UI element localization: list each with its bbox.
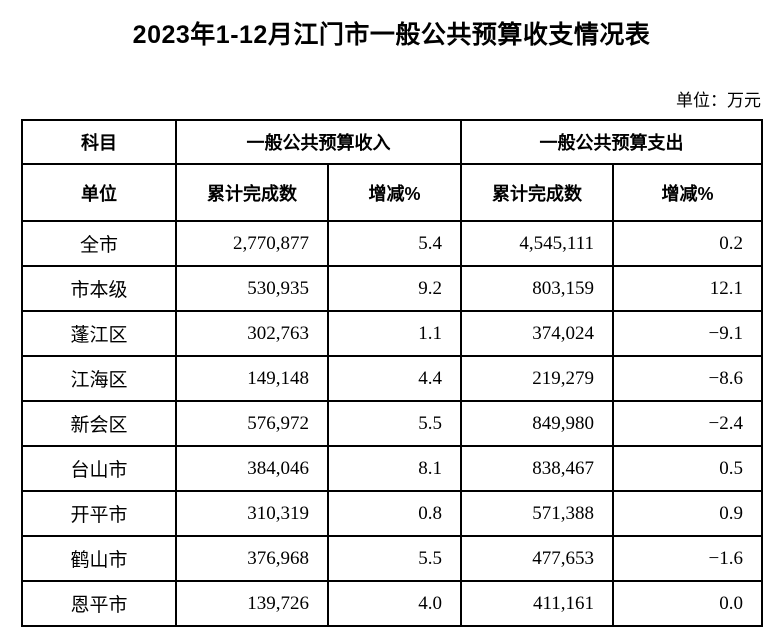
expenditure-total-cell: 374,024 xyxy=(460,310,614,357)
income-change-cell: 0.8 xyxy=(327,490,462,537)
table-row: 全市 2,770,877 5.4 4,545,111 0.2 xyxy=(21,220,763,267)
expenditure-total-cell: 219,279 xyxy=(460,355,614,402)
header-income-group: 一般公共预算收入 xyxy=(175,119,462,165)
header-expenditure-total: 累计完成数 xyxy=(460,163,614,222)
table-row: 鹤山市 376,968 5.5 477,653 −1.6 xyxy=(21,535,763,582)
table-row: 市本级 530,935 9.2 803,159 12.1 xyxy=(21,265,763,312)
unit-cell: 江海区 xyxy=(21,355,177,402)
page-title: 2023年1-12月江门市一般公共预算收支情况表 xyxy=(132,21,651,49)
expenditure-change-cell: −8.6 xyxy=(612,355,763,402)
unit-cell: 鹤山市 xyxy=(21,535,177,582)
income-total-cell: 530,935 xyxy=(175,265,329,312)
income-change-cell: 9.2 xyxy=(327,265,462,312)
income-change-cell: 4.0 xyxy=(327,580,462,627)
unit-cell: 恩平市 xyxy=(21,580,177,627)
unit-note: 单位：万元 xyxy=(676,91,761,110)
income-change-cell: 1.1 xyxy=(327,310,462,357)
expenditure-total-cell: 849,980 xyxy=(460,400,614,447)
table-row: 台山市 384,046 8.1 838,467 0.5 xyxy=(21,445,763,492)
expenditure-change-cell: 0.5 xyxy=(612,445,763,492)
income-total-cell: 2,770,877 xyxy=(175,220,329,267)
table-row: 恩平市 139,726 4.0 411,161 0.0 xyxy=(21,580,763,627)
income-change-cell: 5.5 xyxy=(327,535,462,582)
expenditure-change-cell: −2.4 xyxy=(612,400,763,447)
header-subject: 科目 xyxy=(21,119,177,165)
income-total-cell: 139,726 xyxy=(175,580,329,627)
income-change-cell: 8.1 xyxy=(327,445,462,492)
unit-cell: 市本级 xyxy=(21,265,177,312)
income-total-cell: 310,319 xyxy=(175,490,329,537)
unit-cell: 开平市 xyxy=(21,490,177,537)
expenditure-change-cell: −9.1 xyxy=(612,310,763,357)
income-change-cell: 5.5 xyxy=(327,400,462,447)
income-change-cell: 5.4 xyxy=(327,220,462,267)
income-total-cell: 376,968 xyxy=(175,535,329,582)
expenditure-total-cell: 803,159 xyxy=(460,265,614,312)
expenditure-total-cell: 838,467 xyxy=(460,445,614,492)
table-row: 新会区 576,972 5.5 849,980 −2.4 xyxy=(21,400,763,447)
header-income-total: 累计完成数 xyxy=(175,163,329,222)
income-total-cell: 302,763 xyxy=(175,310,329,357)
income-total-cell: 149,148 xyxy=(175,355,329,402)
expenditure-total-cell: 411,161 xyxy=(460,580,614,627)
expenditure-total-cell: 4,545,111 xyxy=(460,220,614,267)
table-row: 蓬江区 302,763 1.1 374,024 −9.1 xyxy=(21,310,763,357)
income-total-cell: 384,046 xyxy=(175,445,329,492)
table-sub-header-row: 单位 累计完成数 增减% 累计完成数 增减% xyxy=(21,163,763,222)
table-row: 江海区 149,148 4.4 219,279 −8.6 xyxy=(21,355,763,402)
expenditure-total-cell: 477,653 xyxy=(460,535,614,582)
unit-cell: 全市 xyxy=(21,220,177,267)
unit-cell: 台山市 xyxy=(21,445,177,492)
unit-cell: 蓬江区 xyxy=(21,310,177,357)
header-expenditure-change: 增减% xyxy=(612,163,763,222)
budget-table: 科目 一般公共预算收入 一般公共预算支出 单位 累计完成数 增减% 累计完成数 … xyxy=(21,119,763,627)
expenditure-change-cell: 0.2 xyxy=(612,220,763,267)
header-unit: 单位 xyxy=(21,163,177,222)
header-income-change: 增减% xyxy=(327,163,462,222)
header-expenditure-group: 一般公共预算支出 xyxy=(460,119,763,165)
unit-cell: 新会区 xyxy=(21,400,177,447)
expenditure-change-cell: 0.0 xyxy=(612,580,763,627)
expenditure-change-cell: 12.1 xyxy=(612,265,763,312)
expenditure-total-cell: 571,388 xyxy=(460,490,614,537)
table-group-header-row: 科目 一般公共预算收入 一般公共预算支出 xyxy=(21,119,763,165)
expenditure-change-cell: −1.6 xyxy=(612,535,763,582)
income-change-cell: 4.4 xyxy=(327,355,462,402)
income-total-cell: 576,972 xyxy=(175,400,329,447)
expenditure-change-cell: 0.9 xyxy=(612,490,763,537)
table-row: 开平市 310,319 0.8 571,388 0.9 xyxy=(21,490,763,537)
